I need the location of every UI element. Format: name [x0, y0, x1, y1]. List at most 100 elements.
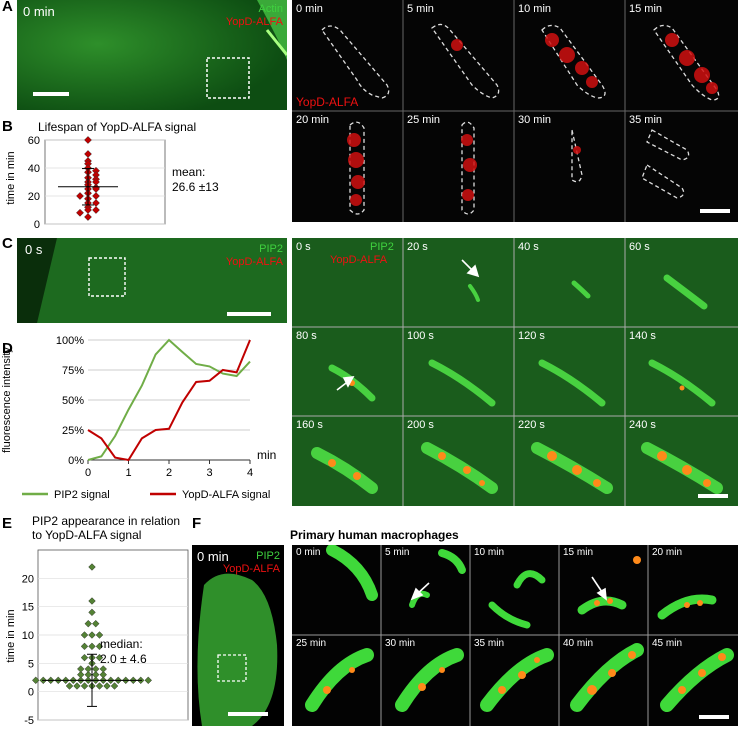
frame-label: 40 s [518, 241, 539, 253]
data-point [84, 619, 93, 628]
panel-b-title: Lifespan of YopD-ALFA signal [38, 120, 197, 134]
data-point [76, 670, 85, 679]
data-point [95, 631, 104, 639]
data-point [95, 682, 104, 690]
data-point [92, 199, 100, 207]
timelapse-grid [292, 238, 738, 506]
channel-label-pip2: PIP2 [256, 550, 280, 562]
channel-label-yopd: YopD-ALFA [330, 254, 388, 266]
frame-label: 0 min [296, 3, 323, 15]
legend-entry: PIP2 signal [54, 489, 110, 501]
data-point [103, 682, 111, 690]
frame-label: 25 min [296, 638, 327, 649]
scale-bar [33, 92, 69, 96]
data-point [95, 642, 104, 651]
mean-label: mean: [172, 165, 205, 179]
data-point [99, 670, 108, 679]
panel-f-heading: Primary human macrophages [290, 528, 459, 542]
data-point [80, 642, 89, 651]
data-point [110, 682, 119, 690]
legend-entry: YopD-ALFA signal [182, 489, 270, 501]
y-tick-label: 20 [22, 573, 34, 585]
data-point [91, 619, 100, 628]
y-tick-label: 60 [28, 135, 40, 147]
scale-bar [700, 209, 730, 213]
data-point [88, 597, 96, 605]
frame-label: 60 s [629, 241, 650, 253]
panel-f-timelapse: 0 min 5 min 10 min 15 min 20 min 25 min … [292, 545, 738, 726]
frame-label: 35 min [629, 114, 663, 126]
x-tick-label: 2 [166, 467, 172, 479]
frame-label: 160 s [296, 419, 323, 431]
panel-letter-d: D [2, 340, 13, 357]
y-tick-label: 20 [28, 191, 40, 203]
y-tick-label: 15 [22, 602, 34, 614]
scale-bar [227, 312, 271, 316]
overview-time-label: 0 min [23, 4, 55, 19]
panel-d-chart: fluorescence intensity 0% 25% 50% 75% 100% 0 1… [1, 335, 276, 501]
data-point [95, 653, 104, 662]
channel-label-yopd: YopD-ALFA [225, 256, 283, 268]
data-point [88, 642, 96, 651]
data-point [76, 192, 84, 200]
timelapse-grid [292, 0, 738, 222]
y-tick-label: 50% [62, 395, 84, 407]
arrow-icon [336, 259, 480, 391]
channel-label-yopd: YopD-ALFA [222, 563, 280, 575]
plot-frame [44, 139, 166, 225]
panel-d-ylabel: fluorescence intensity [1, 347, 13, 453]
frame-label: 20 min [652, 547, 683, 558]
frame-label: 40 min [563, 638, 594, 649]
overview-time-label: 0 min [197, 549, 229, 564]
data-point [65, 682, 74, 690]
data-point [92, 206, 100, 214]
frame-label: 30 min [385, 638, 416, 649]
roi-box [206, 57, 250, 99]
y-tick-label: 0 [28, 687, 34, 699]
frame-label: 10 min [474, 547, 505, 558]
frame-label: 140 s [629, 330, 656, 342]
data-point [91, 665, 100, 673]
data-point [84, 665, 93, 673]
cell-texture [17, 238, 287, 323]
data-point [73, 682, 81, 690]
panel-e-title-line1: PIP2 appearance in relation [32, 514, 181, 528]
frame-label: 100 s [407, 330, 434, 342]
y-tick-label: 0% [68, 455, 84, 467]
y-tick-label: -5 [24, 715, 34, 727]
frame-label: 220 s [518, 419, 545, 431]
panel-b-chart: time in min 0 20 40 60 mean: 26.6 ±13 [5, 135, 219, 231]
data-point [84, 150, 92, 158]
data-point [84, 670, 93, 679]
data-point [99, 665, 108, 673]
frame-label: 80 s [296, 330, 317, 342]
y-tick-label: 5 [28, 658, 34, 670]
x-unit-label: min [257, 448, 276, 462]
frame-label: 15 min [563, 547, 594, 558]
data-point [91, 670, 100, 679]
channel-label-actin: Actin [258, 3, 283, 15]
frame-label: 200 s [407, 419, 434, 431]
data-point [76, 665, 85, 673]
x-tick-label: 1 [125, 467, 131, 479]
data-point [80, 631, 89, 639]
panel-letter-f: F [192, 515, 202, 532]
panel-c-overview-image: 0 s PIP2 YopD-ALFA [17, 238, 287, 323]
panel-c-timelapse: 0 s 20 s 40 s 60 s 80 s 100 s 120 s 140 … [292, 238, 738, 506]
panel-letter-a: A [2, 0, 13, 15]
data-point [80, 653, 89, 662]
x-tick-label: 0 [85, 467, 91, 479]
panel-a-timelapse: 0 min 5 min 10 min 15 min 20 min 25 min … [292, 0, 738, 222]
scale-bar [699, 715, 729, 719]
frame-label: 0 min [296, 547, 321, 558]
data-point [88, 631, 96, 639]
scale-bar [228, 712, 268, 716]
x-tick-label: 3 [206, 467, 212, 479]
data-point [144, 676, 153, 685]
channel-label-yopd: YopD-ALFA [225, 16, 283, 28]
frame-label: 30 min [518, 114, 552, 126]
frame-label: 5 min [385, 547, 410, 558]
y-tick-label: 25% [62, 425, 84, 437]
panel-e-chart: time in min -5 0 5 10 15 20 median: 2.0 ± 4.6 [5, 549, 189, 727]
data-point [76, 208, 84, 217]
